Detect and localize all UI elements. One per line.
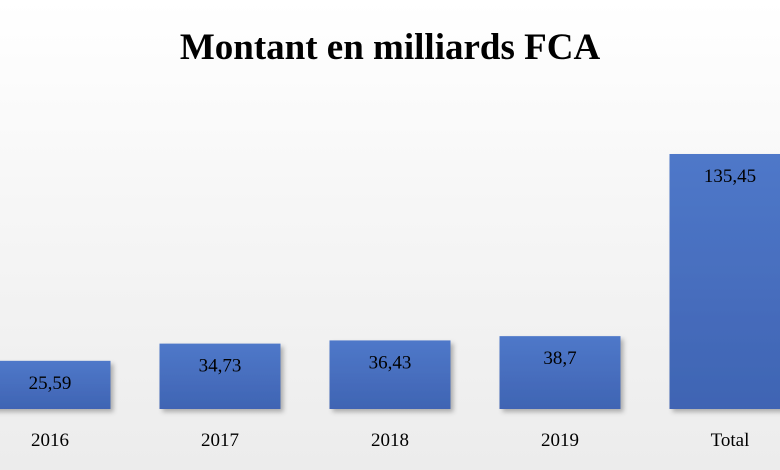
- bar-2016: [0, 360, 111, 409]
- bar-2019: [499, 336, 621, 409]
- data-label-2016: 25,59: [29, 373, 72, 394]
- data-label-2019: 38,7: [543, 348, 576, 369]
- x-tick-label-total: Total: [711, 430, 750, 451]
- x-tick-label-2017: 2017: [201, 430, 239, 451]
- bar-total: [669, 154, 780, 409]
- bar-2017: [159, 343, 281, 409]
- chart-title: Montant en milliards FCA: [179, 27, 601, 68]
- data-label-2017: 34,73: [199, 356, 242, 377]
- x-tick-label-2018: 2018: [371, 430, 409, 451]
- bar-2018: [329, 340, 451, 409]
- x-tick-label-2016: 2016: [31, 430, 69, 451]
- x-tick-label-2019: 2019: [541, 430, 579, 451]
- data-label-2018: 36,43: [369, 352, 412, 373]
- data-label-total: 135,45: [704, 166, 756, 187]
